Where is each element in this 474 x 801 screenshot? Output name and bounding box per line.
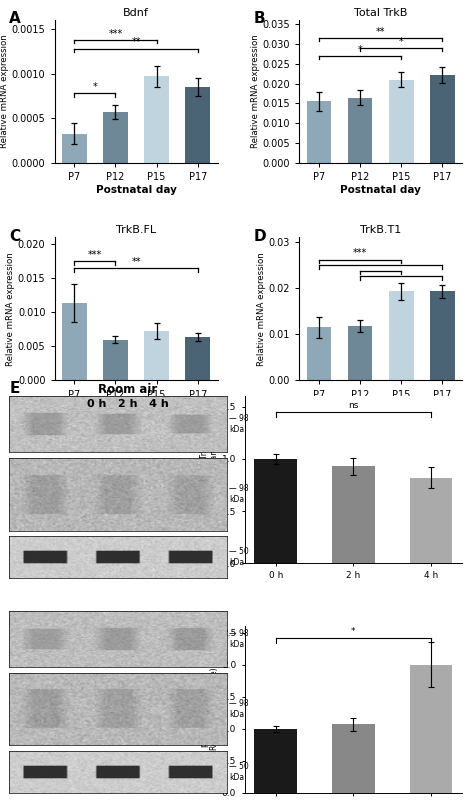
Text: — 50
kDa: — 50 kDa <box>229 547 249 567</box>
Y-axis label: p-TrkB (Y816) / TrkB
(Relative fold Change): p-TrkB (Y816) / TrkB (Relative fold Chan… <box>200 667 219 752</box>
Y-axis label: Relative mRNA expression: Relative mRNA expression <box>251 34 260 148</box>
Title: TrkB.FL: TrkB.FL <box>116 225 156 235</box>
Text: *: * <box>92 83 97 92</box>
Y-axis label: Relative mRNA expression: Relative mRNA expression <box>6 252 15 366</box>
Text: — 98
kDa: — 98 kDa <box>229 629 249 649</box>
Bar <box>62 303 87 380</box>
Bar <box>348 98 373 163</box>
Text: D: D <box>254 229 266 244</box>
Y-axis label: p-TrkB (Y705) / TrkB
(Relative fold Change): p-TrkB (Y705) / TrkB (Relative fold Chan… <box>200 437 219 522</box>
Bar <box>307 102 331 163</box>
Text: *: * <box>399 37 403 46</box>
Text: Room air: Room air <box>99 384 157 396</box>
Text: **: ** <box>376 26 385 37</box>
X-axis label: Postnatal day: Postnatal day <box>96 185 176 195</box>
Bar <box>144 331 169 380</box>
Bar <box>430 292 455 380</box>
Bar <box>332 724 374 793</box>
Title: TrkB.T1: TrkB.T1 <box>360 225 401 235</box>
Title: Bdnf: Bdnf <box>123 8 149 18</box>
Bar <box>410 477 452 563</box>
Text: — 98
kDa: — 98 kDa <box>229 414 249 434</box>
Text: *: * <box>358 45 363 54</box>
Bar <box>348 326 373 380</box>
Bar <box>62 134 87 163</box>
X-axis label: Postnatal day: Postnatal day <box>96 402 176 413</box>
Text: **: ** <box>131 38 141 47</box>
Bar <box>103 112 128 163</box>
Text: A: A <box>9 11 20 26</box>
Text: ***: *** <box>353 248 367 259</box>
Bar <box>255 459 297 563</box>
Text: B: B <box>254 11 265 26</box>
Bar <box>389 292 413 380</box>
Bar <box>185 337 210 380</box>
Bar <box>410 665 452 793</box>
Bar <box>185 87 210 163</box>
Text: E: E <box>9 381 20 396</box>
Y-axis label: Relative mRNA expression: Relative mRNA expression <box>0 34 9 148</box>
Bar <box>307 328 331 380</box>
Text: — 50
kDa: — 50 kDa <box>229 762 249 782</box>
Y-axis label: Relative mRNA expression: Relative mRNA expression <box>257 252 266 366</box>
Text: *: * <box>351 627 356 636</box>
Bar <box>255 729 297 793</box>
Text: C: C <box>9 229 20 244</box>
X-axis label: Postnatal day: Postnatal day <box>340 402 421 413</box>
Text: — 98
kDa: — 98 kDa <box>229 699 249 719</box>
Text: 0 h   2 h   4 h: 0 h 2 h 4 h <box>87 399 169 409</box>
Bar <box>430 74 455 163</box>
X-axis label: Postnatal day: Postnatal day <box>340 185 421 195</box>
Text: ***: *** <box>88 250 102 260</box>
Bar <box>389 79 413 163</box>
Bar <box>144 76 169 163</box>
Text: — 98
kDa: — 98 kDa <box>229 485 249 505</box>
Text: ***: *** <box>109 29 123 38</box>
Text: ns: ns <box>348 401 358 410</box>
Text: **: ** <box>131 257 141 267</box>
Bar <box>332 466 374 563</box>
Bar <box>103 340 128 380</box>
Title: Total TrkB: Total TrkB <box>354 8 407 18</box>
